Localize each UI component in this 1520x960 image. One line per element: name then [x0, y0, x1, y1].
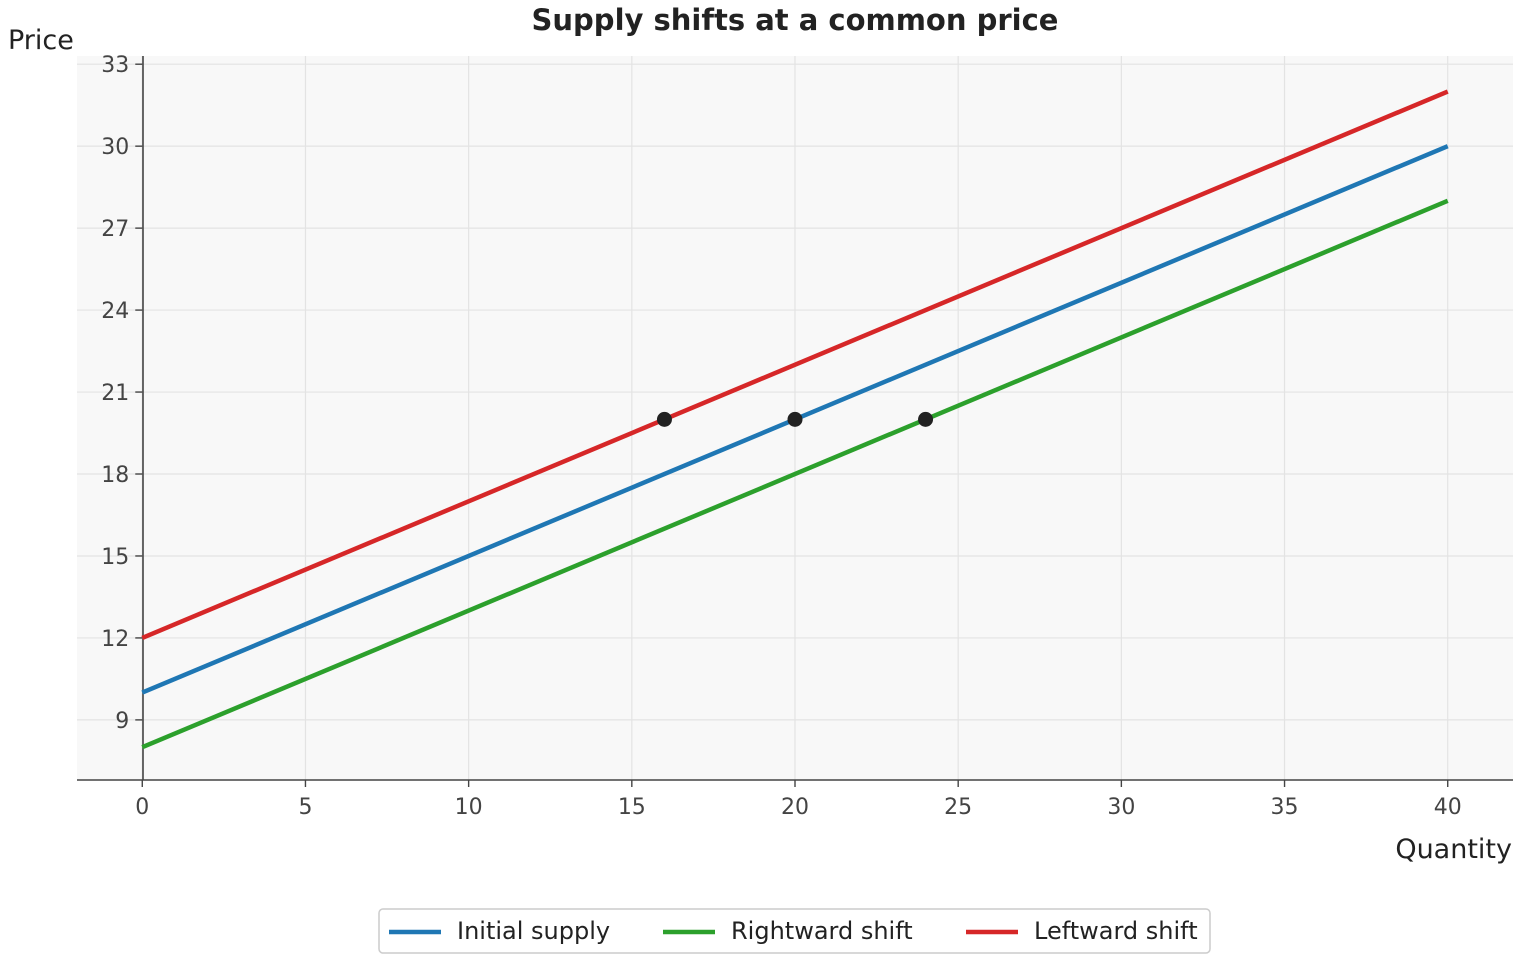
equilibrium-point — [787, 411, 803, 427]
ticks: 0 5 10 15 20 25 30 35 40 9 12 15 18 21 24 27 30 33 — [101, 53, 1461, 820]
legend-box — [378, 908, 1211, 954]
y-tick-label: 15 — [101, 545, 129, 570]
y-tick-label: 18 — [101, 463, 129, 488]
y-axis-label: Price — [8, 25, 74, 56]
x-tick-label: 40 — [1434, 795, 1462, 820]
x-tick-label: 30 — [1107, 795, 1135, 820]
legend-label: Rightward shift — [731, 917, 913, 945]
equilibrium-point — [918, 411, 934, 427]
x-tick-label: 25 — [944, 795, 972, 820]
x-tick-label: 35 — [1271, 795, 1299, 820]
y-tick-label: 33 — [101, 53, 129, 78]
x-tick-label: 20 — [781, 795, 809, 820]
x-tick-label: 0 — [135, 795, 149, 820]
x-tick-label: 15 — [618, 795, 646, 820]
legend: Initial supply Rightward shift Leftward sh… — [378, 908, 1211, 954]
y-tick-label: 9 — [115, 709, 129, 734]
chart-title: Supply shifts at a common price — [532, 3, 1059, 37]
x-tick-label: 5 — [298, 795, 312, 820]
series-line — [141, 89, 1449, 641]
y-tick-label: 27 — [101, 217, 129, 242]
y-tick-label: 30 — [101, 135, 129, 160]
grid — [77, 56, 1513, 780]
x-axis-label: Quantity — [1395, 834, 1512, 865]
y-tick-label: 12 — [101, 627, 129, 652]
series-line — [141, 198, 1449, 750]
equilibrium-point — [656, 411, 672, 427]
x-tick-label: 10 — [455, 795, 483, 820]
legend-label: Leftward shift — [1034, 917, 1198, 945]
y-tick-label: 24 — [101, 299, 129, 324]
legend-label: Initial supply — [457, 917, 610, 945]
y-tick-label: 21 — [101, 381, 129, 406]
points — [656, 411, 934, 427]
